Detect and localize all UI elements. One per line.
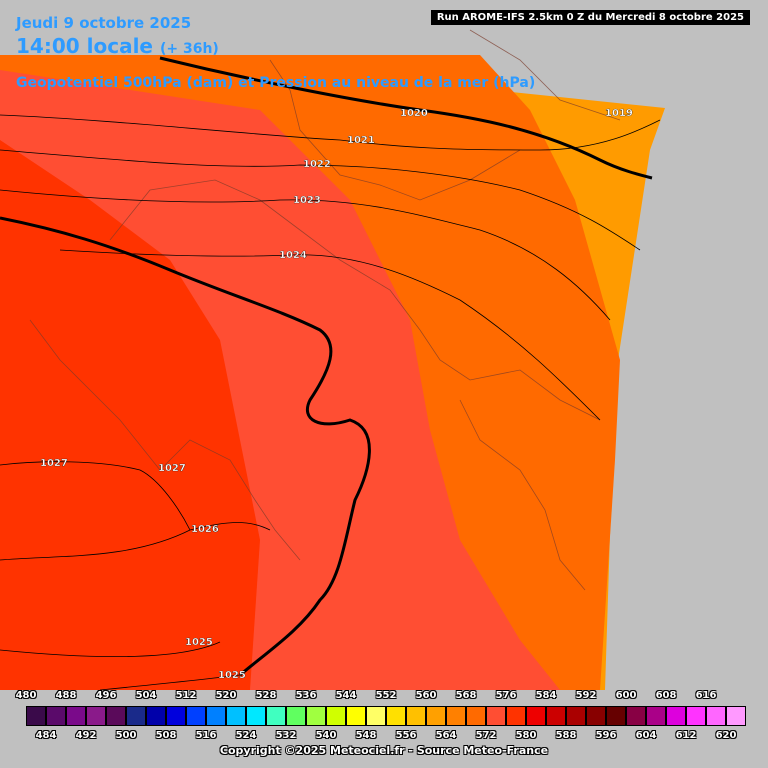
scale-swatch bbox=[506, 706, 526, 726]
scale-label-top: 568 bbox=[455, 690, 477, 701]
scale-swatch bbox=[266, 706, 286, 726]
scale-label-bottom: 556 bbox=[395, 730, 417, 741]
scale-swatch bbox=[286, 706, 306, 726]
scale-swatch bbox=[166, 706, 186, 726]
country-borders bbox=[29, 29, 621, 591]
isobar-label: 1025 bbox=[218, 670, 246, 681]
scale-label-top: 544 bbox=[335, 690, 357, 701]
scale-label-bottom: 500 bbox=[115, 730, 137, 741]
scale-label-bottom: 524 bbox=[235, 730, 257, 741]
scale-swatch bbox=[326, 706, 346, 726]
forecast-time: 14:00 locale (+ 36h) bbox=[16, 34, 219, 58]
isobar-label: 1023 bbox=[293, 195, 321, 206]
scale-label-top: 504 bbox=[135, 690, 157, 701]
scale-swatch bbox=[46, 706, 66, 726]
scale-swatch bbox=[106, 706, 126, 726]
scale-swatch bbox=[726, 706, 746, 726]
isobar-label: 1026 bbox=[191, 524, 219, 535]
scale-swatch bbox=[706, 706, 726, 726]
scale-label-top: 488 bbox=[55, 690, 77, 701]
scale-swatch bbox=[346, 706, 366, 726]
scale-label-top: 480 bbox=[15, 690, 37, 701]
isobar-lines bbox=[0, 114, 661, 691]
scale-label-top: 552 bbox=[375, 690, 397, 701]
scale-label-bottom: 612 bbox=[675, 730, 697, 741]
scale-label-top: 536 bbox=[295, 690, 317, 701]
scale-swatch bbox=[426, 706, 446, 726]
scale-swatch bbox=[246, 706, 266, 726]
scale-swatch bbox=[646, 706, 666, 726]
scale-label-top: 576 bbox=[495, 690, 517, 701]
forecast-time-label: 14:00 locale bbox=[16, 34, 153, 58]
scale-swatch bbox=[666, 706, 686, 726]
scale-swatch bbox=[126, 706, 146, 726]
scale-label-top: 496 bbox=[95, 690, 117, 701]
scale-label-bottom: 604 bbox=[635, 730, 657, 741]
scale-swatch bbox=[686, 706, 706, 726]
run-info: Run AROME-IFS 2.5km 0 Z du Mercredi 8 oc… bbox=[430, 10, 750, 25]
scale-label-bottom: 620 bbox=[715, 730, 737, 741]
scale-swatch bbox=[546, 706, 566, 726]
isobar-label: 1021 bbox=[347, 135, 375, 146]
scale-label-top: 520 bbox=[215, 690, 237, 701]
scale-swatch bbox=[66, 706, 86, 726]
scale-swatch bbox=[486, 706, 506, 726]
scale-label-bottom: 588 bbox=[555, 730, 577, 741]
scale-label-top: 600 bbox=[615, 690, 637, 701]
scale-swatch bbox=[386, 706, 406, 726]
scale-swatch bbox=[566, 706, 586, 726]
scale-label-bottom: 572 bbox=[475, 730, 497, 741]
scale-swatch bbox=[226, 706, 246, 726]
scale-swatch bbox=[146, 706, 166, 726]
scale-label-bottom: 532 bbox=[275, 730, 297, 741]
isobar-label-layer: 1020 1019 1021 1022 1023 1024 1027 1027 … bbox=[40, 108, 633, 681]
scale-swatch bbox=[526, 706, 546, 726]
scale-label-bottom: 596 bbox=[595, 730, 617, 741]
scale-label-top: 592 bbox=[575, 690, 597, 701]
scale-label-top: 528 bbox=[255, 690, 277, 701]
field-title: Geopotentiel 500hPa (dam) et Pression au… bbox=[16, 75, 536, 91]
scale-swatch bbox=[466, 706, 486, 726]
scale-swatch bbox=[206, 706, 226, 726]
scale-swatch bbox=[626, 706, 646, 726]
isobar-label: 1025 bbox=[185, 637, 213, 648]
scale-label-bottom: 548 bbox=[355, 730, 377, 741]
scale-swatch bbox=[366, 706, 386, 726]
isobar-label: 1027 bbox=[158, 463, 186, 474]
scale-swatch bbox=[586, 706, 606, 726]
scale-label-bottom: 564 bbox=[435, 730, 457, 741]
scale-label-bottom: 580 bbox=[515, 730, 537, 741]
scale-label-top: 512 bbox=[175, 690, 197, 701]
copyright: Copyright ©2025 Meteociel.fr - Source Me… bbox=[219, 744, 549, 757]
scale-label-top: 584 bbox=[535, 690, 557, 701]
scale-swatch bbox=[26, 706, 46, 726]
scale-swatch bbox=[446, 706, 466, 726]
scale-swatch bbox=[86, 706, 106, 726]
field-band-580 bbox=[0, 140, 260, 690]
scale-label-bottom: 484 bbox=[35, 730, 57, 741]
scale-label-top: 608 bbox=[655, 690, 677, 701]
scale-label-bottom: 516 bbox=[195, 730, 217, 741]
forecast-offset: (+ 36h) bbox=[159, 41, 219, 57]
isobar-label: 1024 bbox=[279, 250, 307, 261]
scale-label-top: 616 bbox=[695, 690, 717, 701]
scale-swatch bbox=[406, 706, 426, 726]
isobar-label: 1019 bbox=[605, 108, 633, 119]
scale-swatch bbox=[606, 706, 626, 726]
forecast-date: Jeudi 9 octobre 2025 bbox=[16, 14, 192, 32]
scale-swatch bbox=[186, 706, 206, 726]
isobar-label: 1022 bbox=[303, 159, 331, 170]
geopotential-lines bbox=[0, 56, 653, 677]
scale-label-bottom: 508 bbox=[155, 730, 177, 741]
isobar-label: 1020 bbox=[400, 108, 428, 119]
scale-swatch bbox=[306, 706, 326, 726]
isobar-label: 1027 bbox=[40, 458, 68, 469]
scale-label-top: 560 bbox=[415, 690, 437, 701]
scale-label-bottom: 540 bbox=[315, 730, 337, 741]
color-scale: 480 488 496 504 512 520 528 536 544 552 560 568 576 5… bbox=[16, 688, 756, 742]
scale-label-bottom: 492 bbox=[75, 730, 97, 741]
